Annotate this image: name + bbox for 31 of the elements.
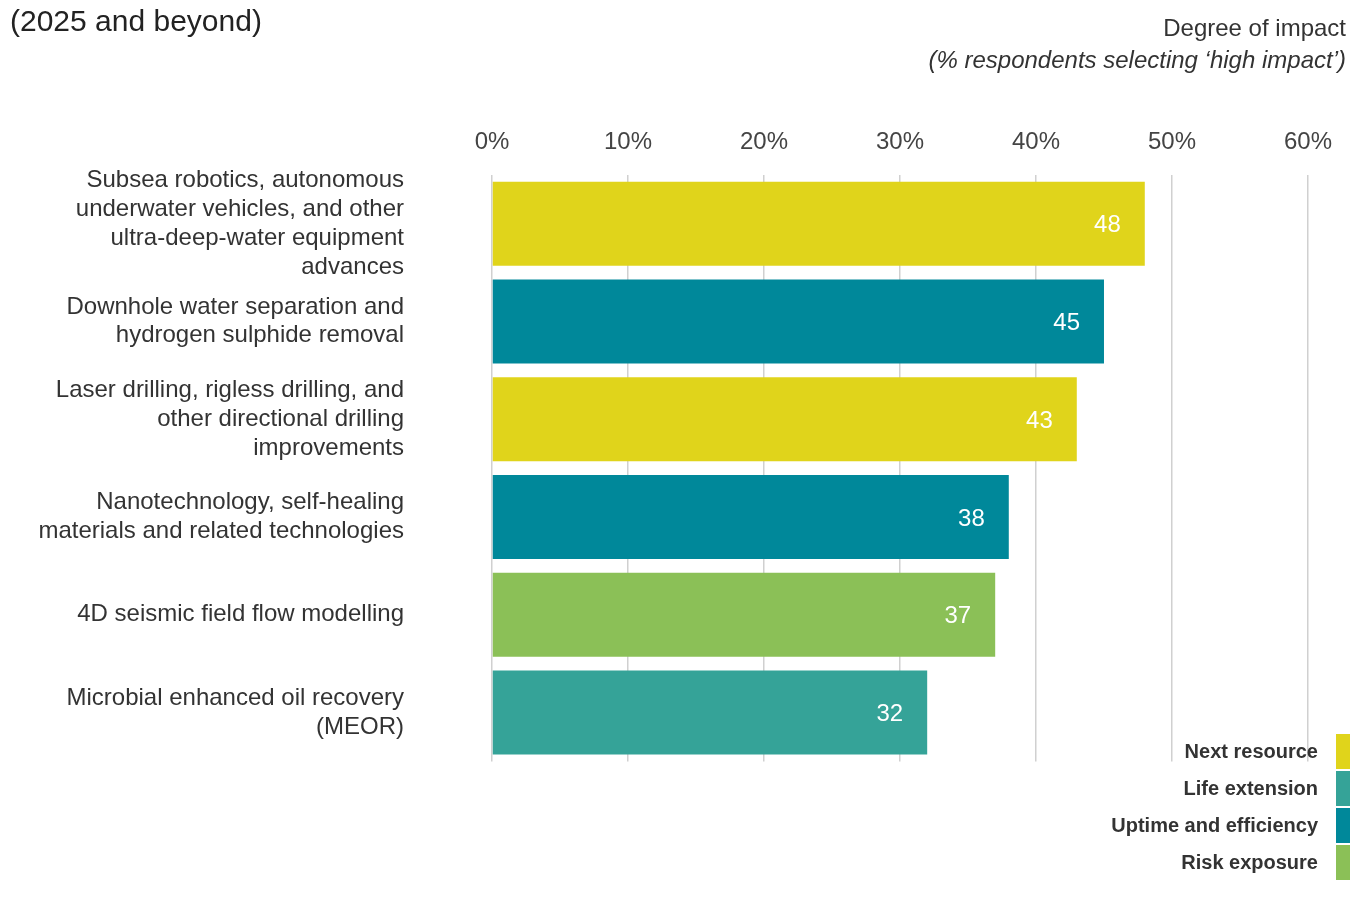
text: (2025 and beyond)	[10, 4, 262, 38]
legend-label: Life extension	[1183, 777, 1318, 800]
bar	[492, 377, 1077, 462]
data-label: 43	[1026, 405, 1053, 433]
y-tick-label: Subsea robotics, autonomous underwater vehicles, and other ultra-deep-water equipment advances	[75, 165, 405, 279]
x-tick-label: 20%	[739, 127, 789, 155]
x-tick-label: 40%	[1011, 127, 1061, 155]
data-label: 45	[1053, 308, 1080, 336]
y-tick-label: Laser drilling, rigless drilling, and other directional drilling improvements	[55, 375, 404, 460]
legend-label: Next resource	[1184, 740, 1318, 763]
data-label: 38	[958, 503, 985, 531]
bar	[492, 279, 1104, 364]
data-label: 32	[876, 699, 904, 727]
data-label: 37	[944, 601, 972, 629]
y-tick-label: 4D seismic field flow modelling	[77, 599, 404, 627]
data-label: 48	[1094, 210, 1121, 238]
y-tick-label: Nanotechnology, self-healing materials and related technologies	[38, 487, 404, 544]
y-tick-label: Microbial enhanced oil recovery (MEOR)	[66, 682, 404, 739]
bar	[492, 181, 1145, 266]
x-tick-label: 30%	[875, 127, 925, 155]
x-tick-label: 0%	[474, 127, 510, 155]
x-tick-label: 10%	[603, 127, 653, 155]
x-tick-label: 60%	[1283, 127, 1333, 155]
x-tick-label: 50%	[1147, 127, 1197, 155]
x-axis-title: Degree of impact (% respondents selecting ‘high impact’)	[928, 13, 1346, 75]
bar	[492, 572, 996, 657]
y-tick-label: Downhole water separation and hydrogen sulphide removal	[66, 291, 404, 348]
bar	[492, 670, 928, 755]
bar	[492, 474, 1009, 560]
legend-label: Risk exposure	[1181, 851, 1318, 874]
legend-label: Uptime and efficiency	[1111, 814, 1318, 837]
